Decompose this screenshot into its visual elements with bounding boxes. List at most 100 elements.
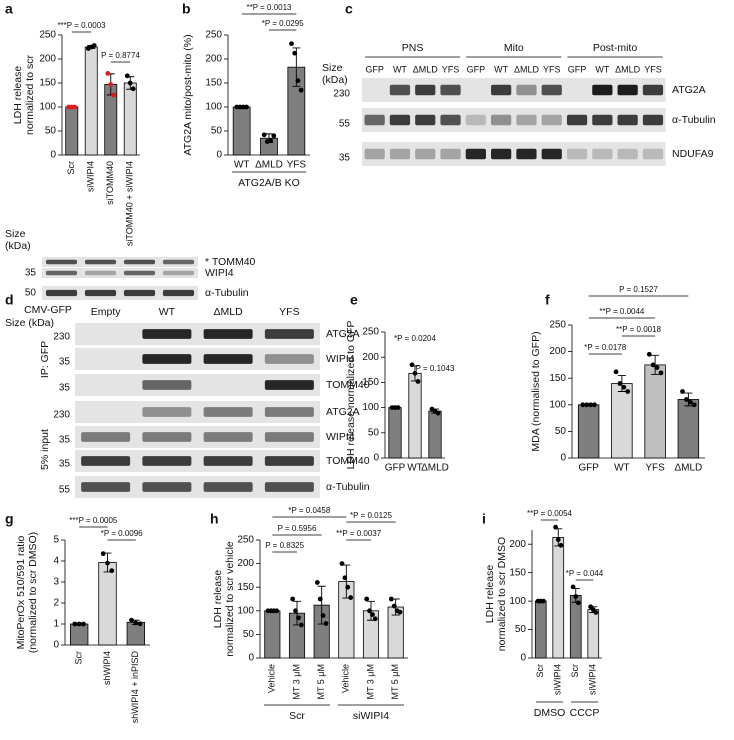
y-tick-label: 150 [509, 567, 526, 578]
protein-label: ATG2A [326, 328, 360, 340]
band [45, 289, 78, 297]
p-value: **P = 0.0054 [527, 509, 573, 518]
data-point [617, 381, 623, 386]
size-marker: 230 [53, 410, 70, 421]
band [203, 432, 253, 442]
band [566, 114, 588, 126]
y-tick-label: 250 [205, 30, 222, 41]
band [465, 114, 486, 126]
band [45, 270, 78, 276]
size-marker: 230 [333, 89, 350, 100]
y-axis-label: normalized to scr DMSO [496, 537, 508, 651]
blot-group-label: Post-mito [593, 42, 638, 54]
y-tick-label: 0 [248, 653, 254, 664]
x-tick-label: Scr [74, 651, 84, 665]
band [364, 148, 385, 160]
y-tick-label: 0 [373, 453, 379, 464]
data-point [290, 596, 296, 602]
data-point [320, 613, 326, 618]
bar [232, 106, 251, 156]
y-tick-label: 250 [362, 327, 379, 338]
p-value: *P = 0.0295 [262, 19, 304, 28]
band [45, 259, 78, 265]
data-point [348, 595, 354, 600]
data-point [133, 620, 139, 626]
bar [408, 372, 422, 459]
data-point [580, 402, 586, 408]
data-point [592, 402, 597, 408]
data-point [81, 621, 86, 627]
data-point [388, 596, 394, 602]
x-tick-label: Vehicle [267, 664, 277, 693]
data-point [298, 622, 304, 628]
x-tick-label: siWIPI4 [553, 664, 563, 695]
data-point [575, 600, 581, 606]
band [389, 114, 411, 126]
data-point [111, 92, 117, 98]
data-point [91, 43, 97, 48]
y-tick-label: 3 [53, 577, 59, 588]
y-tick-label: 50 [243, 629, 255, 640]
x-tick-label: siTOMM40 + siWIPI4 [125, 161, 135, 246]
data-point [317, 596, 323, 602]
blot-strip [362, 142, 666, 166]
p-value: **P = 0.0018 [616, 325, 662, 334]
lane-label: WT [159, 306, 176, 318]
lane-label: Empty [91, 306, 122, 318]
data-point [105, 560, 110, 566]
x-tick-label: WT [614, 463, 630, 474]
p-value: **P = 0.0013 [246, 3, 292, 12]
band [440, 148, 461, 160]
y-tick-label: 50 [368, 427, 380, 438]
band [516, 114, 537, 126]
band [592, 148, 613, 160]
band [123, 289, 156, 297]
blot-strip [75, 401, 320, 423]
lane-label: ΔMLD [413, 64, 439, 74]
band [617, 84, 638, 96]
panel-label: c [345, 1, 353, 17]
p-value: *P = 0.0178 [584, 343, 626, 352]
p-value: *P = 0.0458 [288, 506, 330, 515]
y-tick-label: 250 [39, 30, 56, 41]
p-value: P = 0.1527 [619, 285, 658, 294]
section-label: 5% input [39, 429, 51, 470]
y-tick-label: 50 [555, 426, 567, 437]
data-point [127, 80, 133, 86]
protein-label: TOMM40 [326, 379, 370, 391]
p-value: *P = 0.0125 [350, 511, 392, 520]
bar [552, 536, 565, 659]
x-tick-label: MT 5 μM [316, 664, 326, 700]
data-point [261, 132, 267, 138]
y-axis-label: (normalized to scr DMSO) [27, 532, 39, 653]
data-point [553, 524, 559, 530]
p-value: P = 0.8774 [101, 51, 140, 60]
band [203, 456, 253, 466]
y-tick-label: 250 [237, 535, 254, 546]
band [142, 432, 192, 442]
y-tick-label: 1 [53, 619, 59, 630]
band [123, 259, 156, 265]
band [81, 456, 131, 466]
data-point [293, 608, 298, 614]
size-label: Size (kDa) [5, 317, 54, 329]
band [264, 407, 314, 417]
y-axis-label: normalized to scr vehicle [224, 541, 236, 657]
data-point [435, 410, 441, 416]
y-axis-label: normalized to scr [24, 55, 36, 135]
size-marker: 35 [59, 459, 71, 470]
data-point [364, 596, 370, 602]
x-tick-label: YFS [645, 463, 665, 474]
band [84, 259, 117, 265]
data-point [370, 612, 375, 617]
bar [264, 610, 281, 659]
bar [388, 407, 402, 459]
bar [677, 399, 700, 459]
x-tick-label: shWIPI4 [102, 651, 112, 685]
protein-label: TOMM40 [326, 455, 370, 467]
band [389, 148, 411, 160]
band [642, 84, 664, 96]
blot-group-label: PNS [402, 42, 424, 54]
p-value: P = 0.1043 [416, 364, 455, 373]
